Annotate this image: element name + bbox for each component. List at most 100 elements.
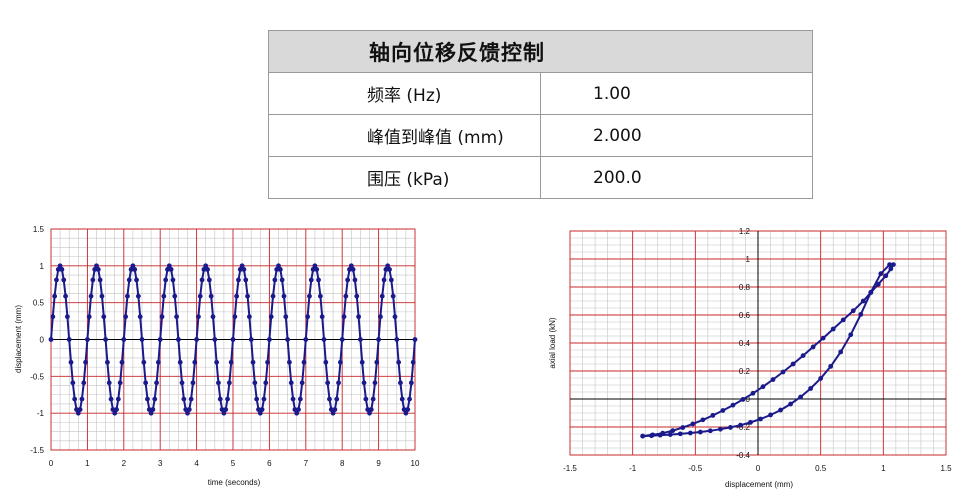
data-point bbox=[383, 267, 389, 272]
data-point bbox=[132, 267, 138, 272]
param-value: 1.00 bbox=[540, 72, 813, 115]
data-point bbox=[74, 407, 79, 412]
chart-labels: time (seconds) displacement (mm) bbox=[14, 305, 261, 487]
x-tick-label: 0 bbox=[49, 459, 54, 468]
data-point bbox=[325, 380, 331, 386]
data-point bbox=[95, 267, 101, 272]
data-point bbox=[376, 337, 381, 342]
data-point bbox=[308, 277, 314, 283]
data-point bbox=[201, 267, 207, 272]
data-point bbox=[217, 396, 223, 402]
data-point bbox=[378, 314, 383, 320]
data-point bbox=[718, 426, 723, 432]
data-point bbox=[194, 337, 200, 342]
data-point bbox=[292, 407, 298, 412]
data-point bbox=[105, 359, 110, 365]
data-point bbox=[888, 266, 894, 272]
data-point bbox=[274, 267, 280, 272]
param-value: 200.0 bbox=[540, 156, 813, 199]
data-point bbox=[276, 263, 281, 269]
data-point bbox=[154, 380, 159, 386]
data-point bbox=[63, 293, 68, 299]
data-point bbox=[690, 421, 696, 427]
data-point bbox=[88, 293, 94, 299]
data-point bbox=[241, 267, 247, 272]
x-tick-label: 2 bbox=[122, 459, 127, 468]
table-header-row: 轴向位移反馈控制 bbox=[268, 30, 813, 73]
x-tick-label: -1.5 bbox=[563, 464, 577, 473]
y-axis-title: axial load (kN) bbox=[548, 317, 557, 368]
data-point bbox=[352, 277, 358, 283]
data-point bbox=[141, 359, 147, 365]
data-point bbox=[205, 267, 210, 272]
data-point bbox=[408, 380, 414, 386]
data-point bbox=[261, 396, 267, 402]
data-point bbox=[738, 422, 743, 428]
data-point bbox=[86, 314, 92, 320]
data-point bbox=[57, 263, 63, 269]
data-point bbox=[214, 359, 220, 365]
data-point bbox=[106, 380, 112, 386]
y-tick-label: 0.8 bbox=[739, 283, 751, 292]
y-tick-label: 0 bbox=[40, 336, 45, 345]
x-tick-label: 9 bbox=[376, 459, 381, 468]
data-point bbox=[868, 290, 874, 295]
data-point bbox=[354, 293, 360, 299]
data-point bbox=[860, 298, 866, 304]
data-point bbox=[358, 337, 363, 342]
data-point bbox=[70, 380, 76, 386]
data-point bbox=[134, 277, 139, 283]
data-point bbox=[365, 407, 371, 412]
data-point bbox=[327, 396, 332, 402]
y-tick-label: 1.5 bbox=[33, 225, 45, 234]
data-point bbox=[228, 359, 234, 365]
data-point bbox=[68, 359, 74, 365]
data-point bbox=[890, 262, 896, 267]
data-point bbox=[117, 380, 123, 386]
param-value: 2.000 bbox=[540, 114, 813, 157]
data-point bbox=[770, 377, 776, 382]
data-point bbox=[77, 407, 83, 412]
data-point bbox=[407, 396, 412, 402]
data-point bbox=[750, 390, 756, 396]
data-point bbox=[317, 293, 323, 299]
data-point bbox=[125, 293, 130, 299]
data-point bbox=[660, 430, 666, 436]
data-point bbox=[163, 277, 169, 283]
data-point bbox=[245, 293, 250, 299]
data-point bbox=[710, 412, 716, 418]
data-point bbox=[150, 407, 156, 412]
data-point bbox=[161, 293, 167, 299]
data-point bbox=[223, 407, 229, 412]
x-tick-label: 1 bbox=[881, 464, 886, 473]
data-point bbox=[314, 267, 320, 272]
data-point bbox=[878, 271, 884, 277]
data-point bbox=[401, 407, 407, 412]
data-point bbox=[760, 384, 766, 390]
data-point bbox=[299, 380, 305, 386]
data-point bbox=[399, 396, 405, 402]
data-point bbox=[374, 359, 380, 365]
data-point bbox=[197, 293, 203, 299]
data-point bbox=[94, 263, 99, 269]
data-point bbox=[687, 430, 693, 436]
data-point bbox=[334, 396, 340, 402]
data-point bbox=[237, 267, 243, 272]
data-point bbox=[59, 267, 65, 272]
data-point bbox=[370, 396, 376, 402]
data-point bbox=[296, 407, 301, 412]
data-point bbox=[680, 425, 686, 430]
param-label: 频率 (Hz) bbox=[268, 72, 541, 115]
data-point bbox=[790, 361, 796, 367]
chart-labels: displacement (mm) axial load (kN) bbox=[548, 317, 793, 489]
data-point bbox=[283, 314, 289, 320]
data-point bbox=[48, 337, 54, 342]
x-tick-label: 10 bbox=[411, 459, 420, 468]
data-point bbox=[312, 263, 318, 269]
data-point bbox=[670, 428, 676, 434]
x-tick-label: 5 bbox=[231, 459, 236, 468]
x-axis-title: time (seconds) bbox=[208, 478, 261, 487]
data-point bbox=[339, 337, 345, 342]
data-point bbox=[398, 380, 403, 386]
